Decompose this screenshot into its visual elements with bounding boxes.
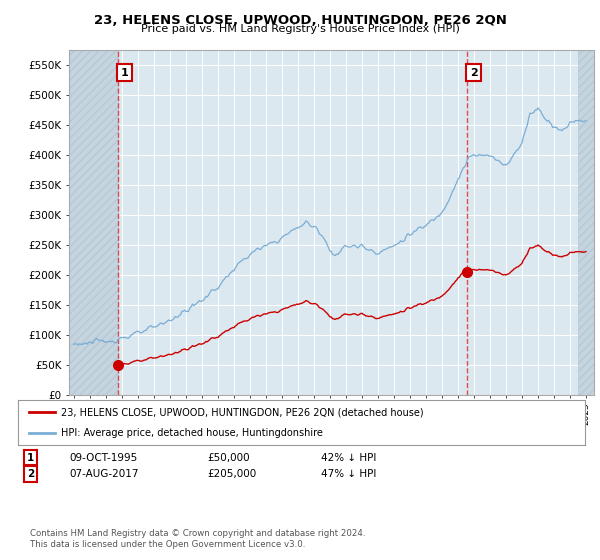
- Text: 07-AUG-2017: 07-AUG-2017: [69, 469, 139, 479]
- Text: 23, HELENS CLOSE, UPWOOD, HUNTINGDON, PE26 2QN: 23, HELENS CLOSE, UPWOOD, HUNTINGDON, PE…: [94, 14, 506, 27]
- Text: 47% ↓ HPI: 47% ↓ HPI: [321, 469, 376, 479]
- Text: HPI: Average price, detached house, Huntingdonshire: HPI: Average price, detached house, Hunt…: [61, 428, 322, 438]
- Text: 42% ↓ HPI: 42% ↓ HPI: [321, 452, 376, 463]
- Text: 1: 1: [27, 452, 34, 463]
- Text: £205,000: £205,000: [207, 469, 256, 479]
- Text: 2: 2: [27, 469, 34, 479]
- Text: Price paid vs. HM Land Registry's House Price Index (HPI): Price paid vs. HM Land Registry's House …: [140, 24, 460, 34]
- Bar: [578, 50, 594, 395]
- Text: 2: 2: [470, 68, 478, 78]
- Text: 23, HELENS CLOSE, UPWOOD, HUNTINGDON, PE26 2QN (detached house): 23, HELENS CLOSE, UPWOOD, HUNTINGDON, PE…: [61, 408, 423, 418]
- Text: £50,000: £50,000: [207, 452, 250, 463]
- Bar: [69, 50, 118, 395]
- Text: 09-OCT-1995: 09-OCT-1995: [69, 452, 137, 463]
- Text: 1: 1: [121, 68, 128, 78]
- Text: Contains HM Land Registry data © Crown copyright and database right 2024.
This d: Contains HM Land Registry data © Crown c…: [30, 529, 365, 549]
